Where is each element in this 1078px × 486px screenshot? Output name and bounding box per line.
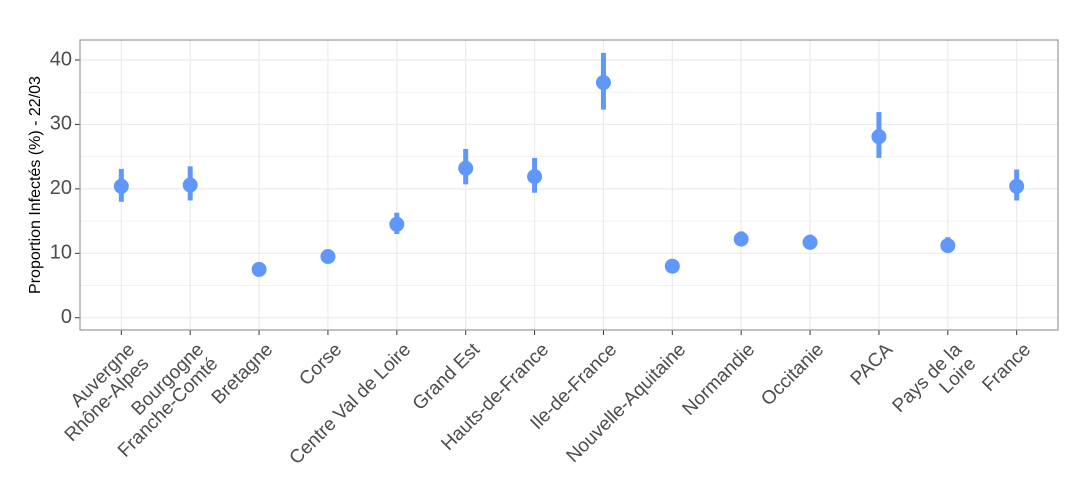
point: [320, 249, 336, 265]
y-tick-label: 40: [50, 48, 72, 70]
point: [251, 261, 267, 277]
point: [595, 75, 611, 91]
y-tick-label: 30: [50, 113, 72, 135]
point: [871, 129, 887, 145]
y-tick-label: 20: [50, 177, 72, 199]
point: [940, 238, 956, 254]
point: [113, 178, 129, 194]
point: [664, 258, 680, 274]
y-tick-label: 10: [50, 242, 72, 264]
point: [389, 216, 405, 232]
point: [733, 231, 749, 247]
point: [527, 169, 543, 185]
point: [182, 177, 198, 193]
panel-border: [79, 39, 1059, 331]
point: [802, 234, 818, 250]
y-tick-label: 0: [61, 306, 72, 328]
point: [458, 160, 474, 176]
y-axis-label: Proportion Infectés (%) - 22/03: [27, 76, 44, 294]
point: [1009, 178, 1025, 194]
